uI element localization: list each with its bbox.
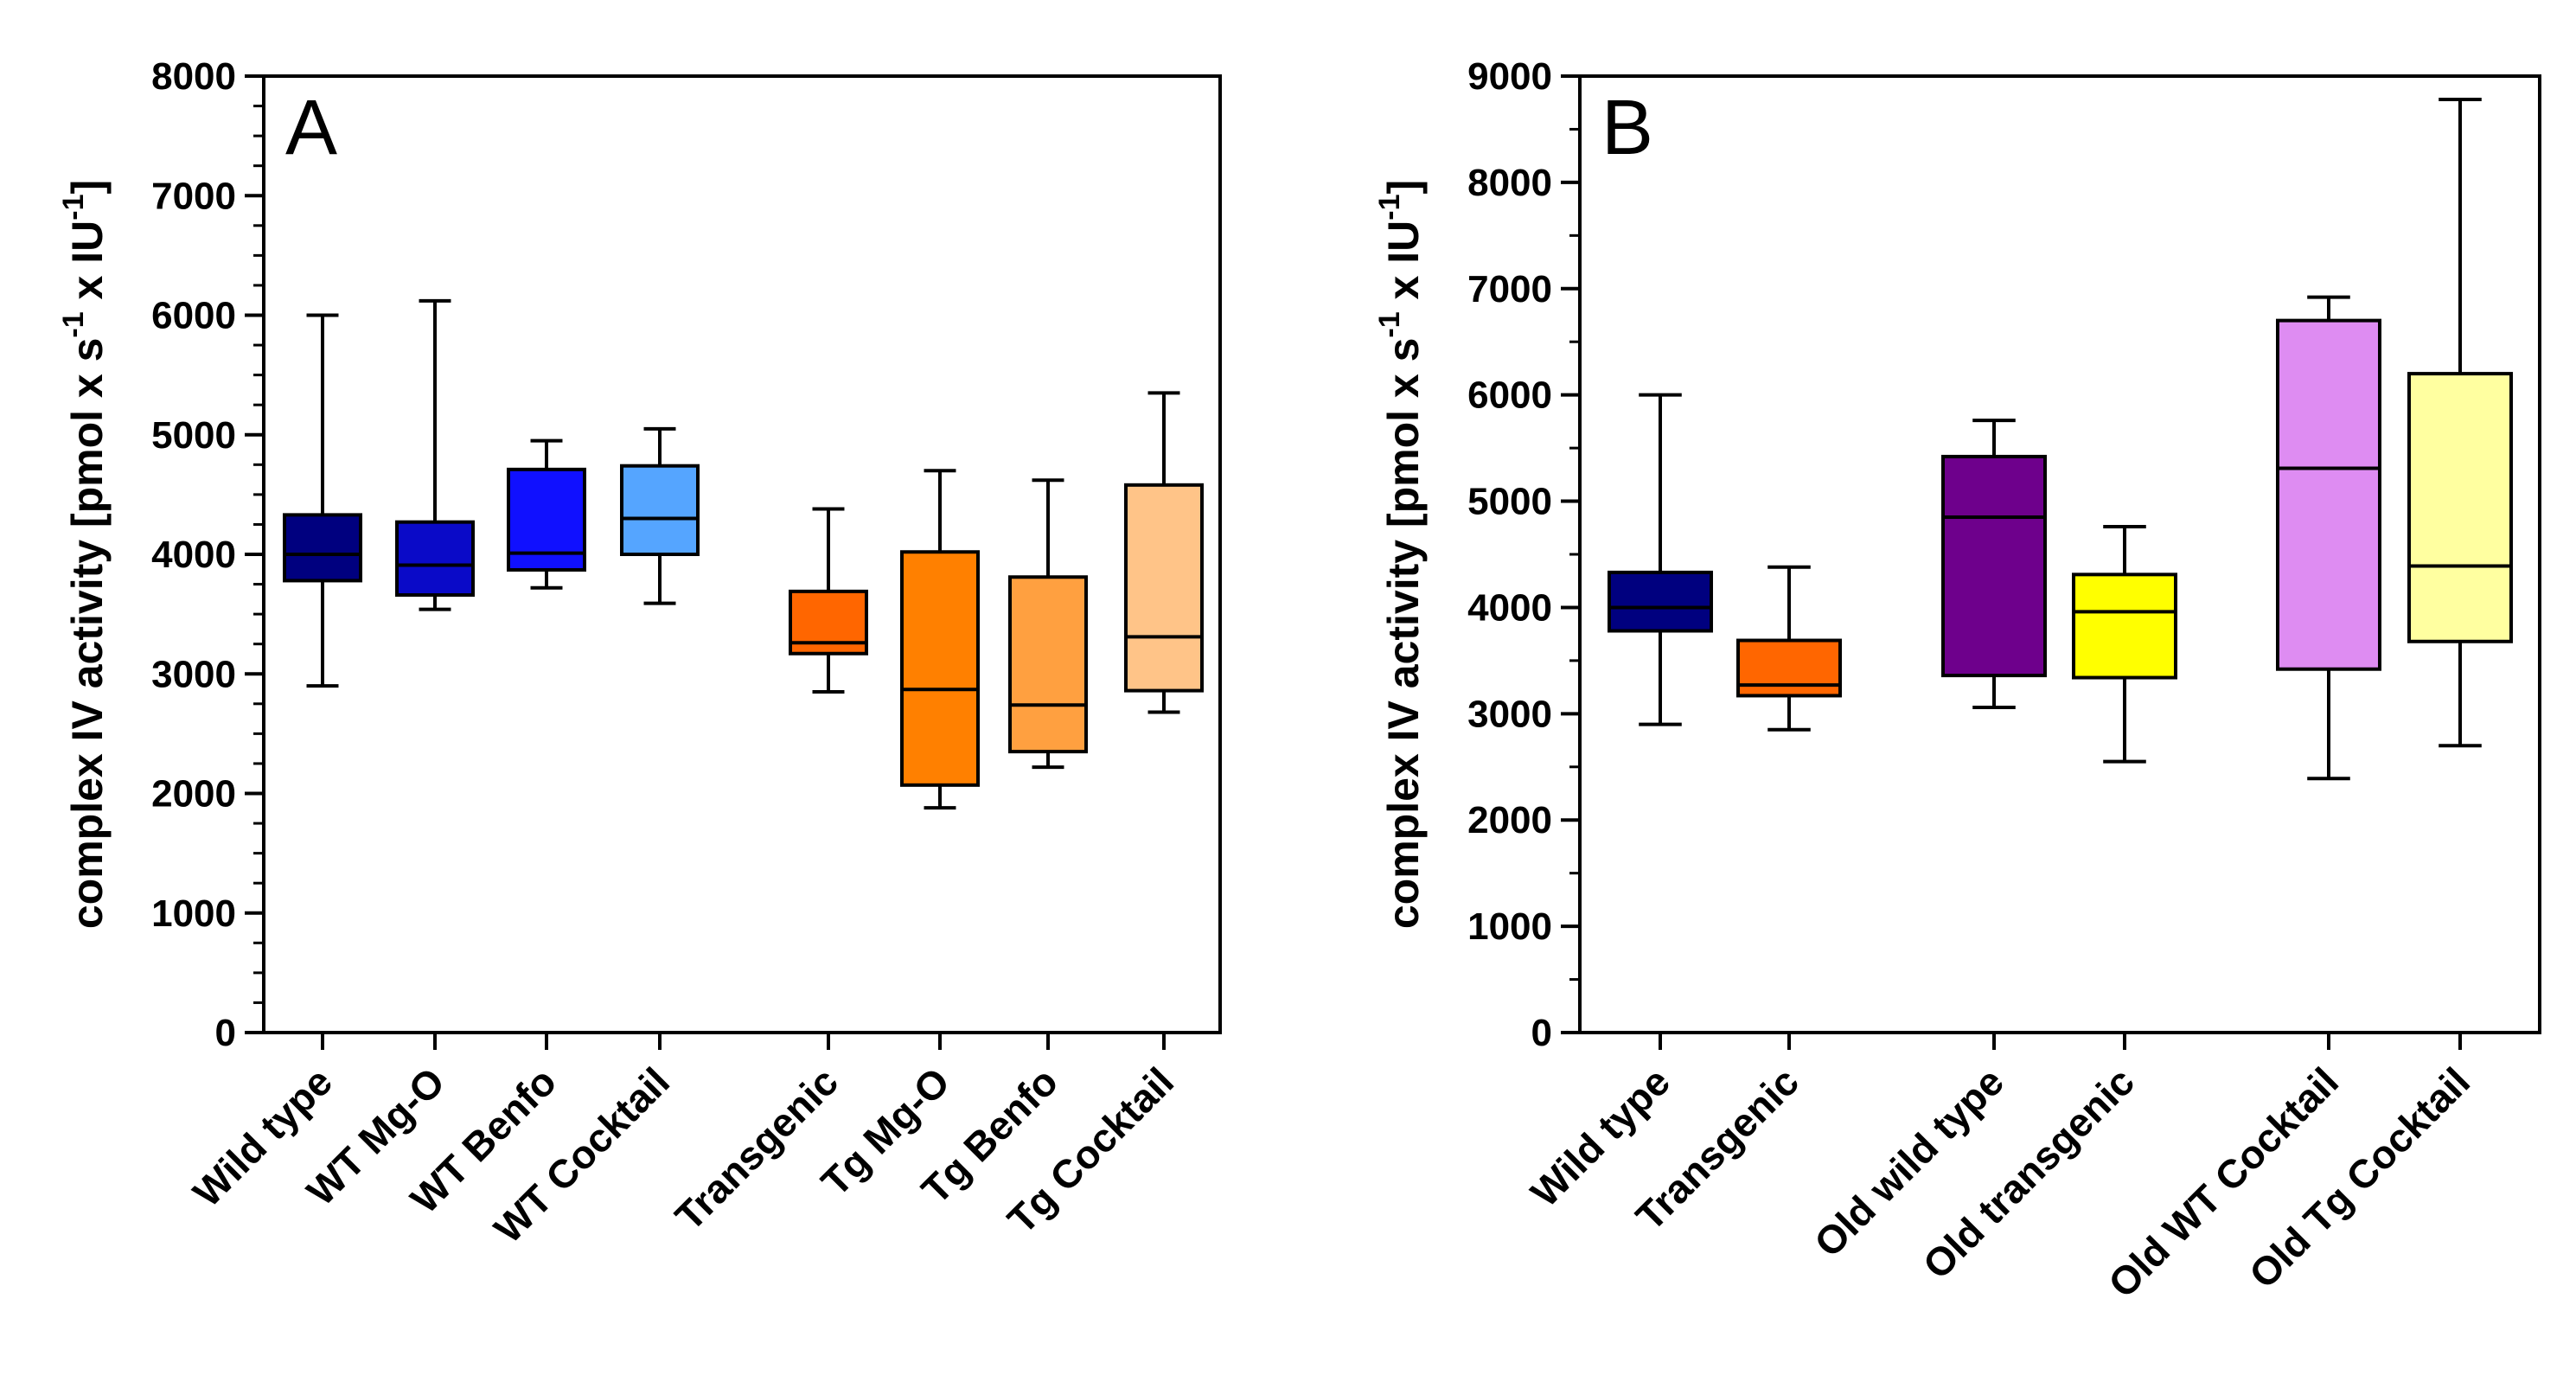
panel-a-tg-cocktail-box — [1124, 391, 1204, 714]
panel-b-old-transgenic-box — [2072, 525, 2177, 764]
panel-a-transgenic-category-label: Transgenic — [667, 1059, 847, 1239]
panel-b-y-tick-label: 9000 — [1467, 55, 1552, 98]
panel-b-letter: B — [1601, 85, 1653, 171]
panel-b-old-transgenic-iqr-rect — [2072, 572, 2177, 680]
panel-a-tg-benfo-iqr-rect — [1008, 575, 1088, 754]
panel-a-transgenic-box — [789, 507, 868, 694]
panel-a-chart: A 0 1000 2000 3000 4000 5000 6000 7000 8000 Wild… — [57, 55, 1222, 1251]
panel-b-y-axis: 0 1000 2000 3000 4000 5000 6000 7000 8000 9000 — [1467, 55, 1580, 1054]
panel-b-old-wt-cocktail-box — [2276, 295, 2381, 781]
panel-a-y-tick-label: 7000 — [151, 175, 236, 217]
panel-a-y-tick-label: 2000 — [151, 773, 236, 816]
panel-b-y-tick-label: 5000 — [1467, 481, 1552, 523]
panel-a-boxes — [283, 298, 1204, 810]
panel-b-y-tick-label: 8000 — [1467, 162, 1552, 204]
panel-b-y-tick-label: 4000 — [1467, 586, 1552, 629]
panel-a-tg-mg-o-box — [900, 469, 980, 810]
panel-a-y-axis-title: complex IV activity [pmol x s-1 x IU-1] — [57, 180, 112, 929]
panel-a-y-axis: 0 1000 2000 3000 4000 5000 6000 7000 8000 — [151, 55, 264, 1054]
panel-b-old-wild-type-iqr-rect — [1941, 454, 2047, 678]
panel-a-wt-cocktail-iqr-rect — [620, 464, 700, 557]
panel-b-plot-frame — [1578, 74, 2541, 1034]
panel-a-wt-benfo-box — [507, 438, 586, 590]
panel-b-y-tick-label: 0 — [1531, 1012, 1552, 1054]
panel-a-tg-cocktail-iqr-rect — [1124, 483, 1204, 693]
panel-b-y-tick-label: 6000 — [1467, 374, 1552, 417]
panel-a-y-tick-label: 5000 — [151, 414, 236, 457]
panel-b-transgenic-box — [1736, 565, 1842, 732]
panel-a-wt-mg-o-box — [395, 298, 475, 611]
panel-a-wild-type-box — [283, 313, 362, 688]
panel-b-old-wt-cocktail-iqr-rect — [2276, 318, 2381, 671]
panel-a-y-tick-label: 0 — [215, 1012, 236, 1054]
panel-b-y-tick-label: 1000 — [1467, 905, 1552, 948]
panel-a-y-tick-label: 3000 — [151, 653, 236, 695]
panel-a-y-tick-label: 1000 — [151, 892, 236, 935]
panel-b-wild-type-box — [1608, 393, 1713, 726]
panel-a-y-tick-label: 4000 — [151, 534, 236, 576]
panel-b-y-axis-title: complex IV activity [pmol x s-1 x IU-1] — [1373, 180, 1428, 929]
panel-b-boxes — [1608, 98, 2513, 781]
panel-b-y-tick-label: 7000 — [1467, 268, 1552, 310]
panel-a-y-tick-label: 6000 — [151, 295, 236, 337]
panel-b-old-wild-type-box — [1941, 419, 2047, 709]
panel-a-wt-cocktail-box — [620, 426, 700, 605]
panel-a-wt-mg-o-iqr-rect — [395, 520, 475, 598]
panel-b-wild-type-iqr-rect — [1608, 570, 1713, 633]
panel-b-old-tg-cocktail-box — [2407, 98, 2513, 748]
panel-a-tg-benfo-box — [1008, 478, 1088, 770]
panel-b-transgenic-iqr-rect — [1736, 638, 1842, 698]
panel-a-wild-type-iqr-rect — [283, 513, 362, 583]
panel-b-old-tg-cocktail-iqr-rect — [2407, 372, 2513, 643]
panel-b-y-tick-label: 3000 — [1467, 693, 1552, 735]
panel-b-y-tick-label: 2000 — [1467, 799, 1552, 841]
panel-a-y-tick-label: 8000 — [151, 55, 236, 98]
panel-a-letter: A — [285, 85, 337, 171]
panel-a-tg-mg-o-iqr-rect — [900, 550, 980, 787]
panel-b-chart: B 0100020003000400050006000700080009000 … — [1373, 55, 2541, 1306]
panel-b-old-tg-cocktail-category-label: Old Tg Cocktail — [2240, 1059, 2478, 1296]
